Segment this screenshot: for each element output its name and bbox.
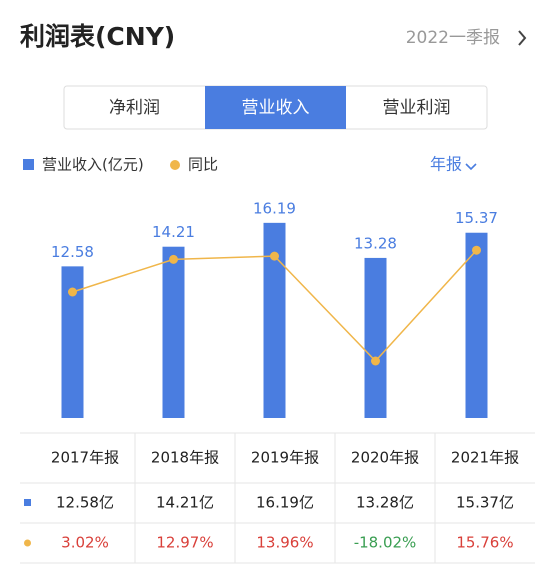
title: 利润表(CNY) (20, 22, 175, 51)
table-cell: 13.28亿 (356, 494, 414, 512)
table-header: 2021年报 (451, 449, 519, 467)
legend-label: 同比 (188, 156, 218, 174)
table-cell: 15.76% (456, 534, 513, 552)
line-point (68, 287, 77, 297)
row-marker (24, 499, 31, 506)
table-cell: 15.37亿 (456, 494, 514, 512)
bar-label: 12.58 (51, 243, 94, 261)
line-point (472, 245, 481, 255)
table-cell: 12.58亿 (56, 494, 114, 512)
bar-label: 16.19 (253, 199, 296, 217)
line-point (169, 254, 178, 264)
line-point (270, 251, 279, 261)
line-point (371, 356, 380, 366)
table-header: 2019年报 (251, 449, 319, 467)
bar (263, 222, 286, 418)
legend-swatch (23, 159, 34, 170)
active-tab-bg (205, 86, 346, 129)
table-cell: 14.21亿 (156, 494, 214, 512)
table-header: 2020年报 (351, 449, 419, 467)
chevron-icon (518, 30, 527, 46)
dropdown-icon (465, 163, 477, 171)
table-cell: -18.02% (354, 534, 417, 552)
table-header: 2018年报 (151, 449, 219, 467)
chart-period[interactable]: 年报 (430, 155, 462, 174)
legend-label: 营业收入(亿元) (42, 156, 144, 174)
table-cell: 13.96% (256, 534, 313, 552)
bar (61, 266, 84, 418)
table-cell: 16.19亿 (256, 494, 314, 512)
tab[interactable]: 营业利润 (383, 98, 451, 118)
bar (364, 257, 387, 418)
table-header: 2017年报 (51, 449, 119, 467)
bar-label: 15.37 (455, 209, 498, 227)
bar-label: 14.21 (152, 223, 195, 241)
tab[interactable]: 净利润 (109, 98, 160, 118)
bar-label: 13.28 (354, 234, 397, 252)
table-cell: 12.97% (156, 534, 213, 552)
bar (465, 232, 488, 418)
table-cell: 3.02% (61, 534, 109, 552)
period-selector[interactable]: 2022一季报 (406, 28, 500, 48)
bar (162, 246, 185, 418)
row-marker (24, 539, 31, 547)
tab[interactable]: 营业收入 (242, 98, 310, 118)
legend-swatch (170, 160, 180, 170)
